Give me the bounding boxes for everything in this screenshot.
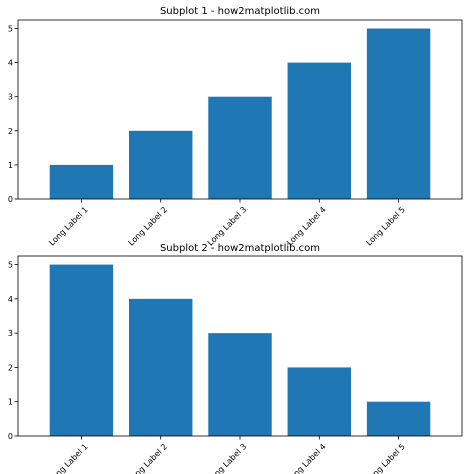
bar-3 xyxy=(208,333,272,436)
y-tick-label: 1 xyxy=(8,398,13,407)
bar-2 xyxy=(129,130,193,199)
subplot-1: Subplot 1 - how2matplotlib.com 0 1 2 3 4 5 Lon… xyxy=(8,6,463,248)
y-tick-label: 2 xyxy=(8,127,13,136)
y-tick-label: 5 xyxy=(8,261,13,270)
x-tick-label: Long Label 5 xyxy=(364,205,407,248)
x-tick-label: Long Label 5 xyxy=(364,442,407,474)
x-tick-label: Long Label 1 xyxy=(47,205,90,248)
x-tick-label: Long Label 3 xyxy=(206,205,249,248)
x-tick-label: Long Label 3 xyxy=(206,442,249,474)
bar-5 xyxy=(366,401,431,436)
bar-1 xyxy=(49,264,114,436)
x-tick-label: Long Label 2 xyxy=(127,205,170,248)
bar-4 xyxy=(287,367,351,436)
y-tick-label: 5 xyxy=(8,25,13,34)
x-tick-label: Long Label 4 xyxy=(285,442,328,474)
x-tick-label: Long Label 4 xyxy=(285,205,328,248)
x-tick-label: Long Label 1 xyxy=(47,442,90,474)
y-tick-label: 3 xyxy=(8,93,13,102)
y-tick-label: 0 xyxy=(8,195,13,204)
y-tick-label: 1 xyxy=(8,161,13,170)
y-tick-label: 4 xyxy=(8,59,13,68)
bar-1 xyxy=(49,164,114,199)
bar-3 xyxy=(208,96,272,199)
bar-4 xyxy=(287,62,351,200)
x-tick-label: Long Label 2 xyxy=(127,442,170,474)
subplot-2-title: Subplot 2 - how2matplotlib.com xyxy=(160,243,320,254)
subplot-1-title: Subplot 1 - how2matplotlib.com xyxy=(160,6,320,17)
subplot-2: Subplot 2 - how2matplotlib.com 0 1 2 3 4 5 Lon… xyxy=(8,243,463,474)
y-tick-label: 3 xyxy=(8,329,13,338)
y-tick-label: 4 xyxy=(8,295,13,304)
bar-2 xyxy=(129,298,193,436)
y-tick-label: 2 xyxy=(8,363,13,372)
bar-5 xyxy=(366,28,431,199)
y-tick-label: 0 xyxy=(8,432,13,441)
